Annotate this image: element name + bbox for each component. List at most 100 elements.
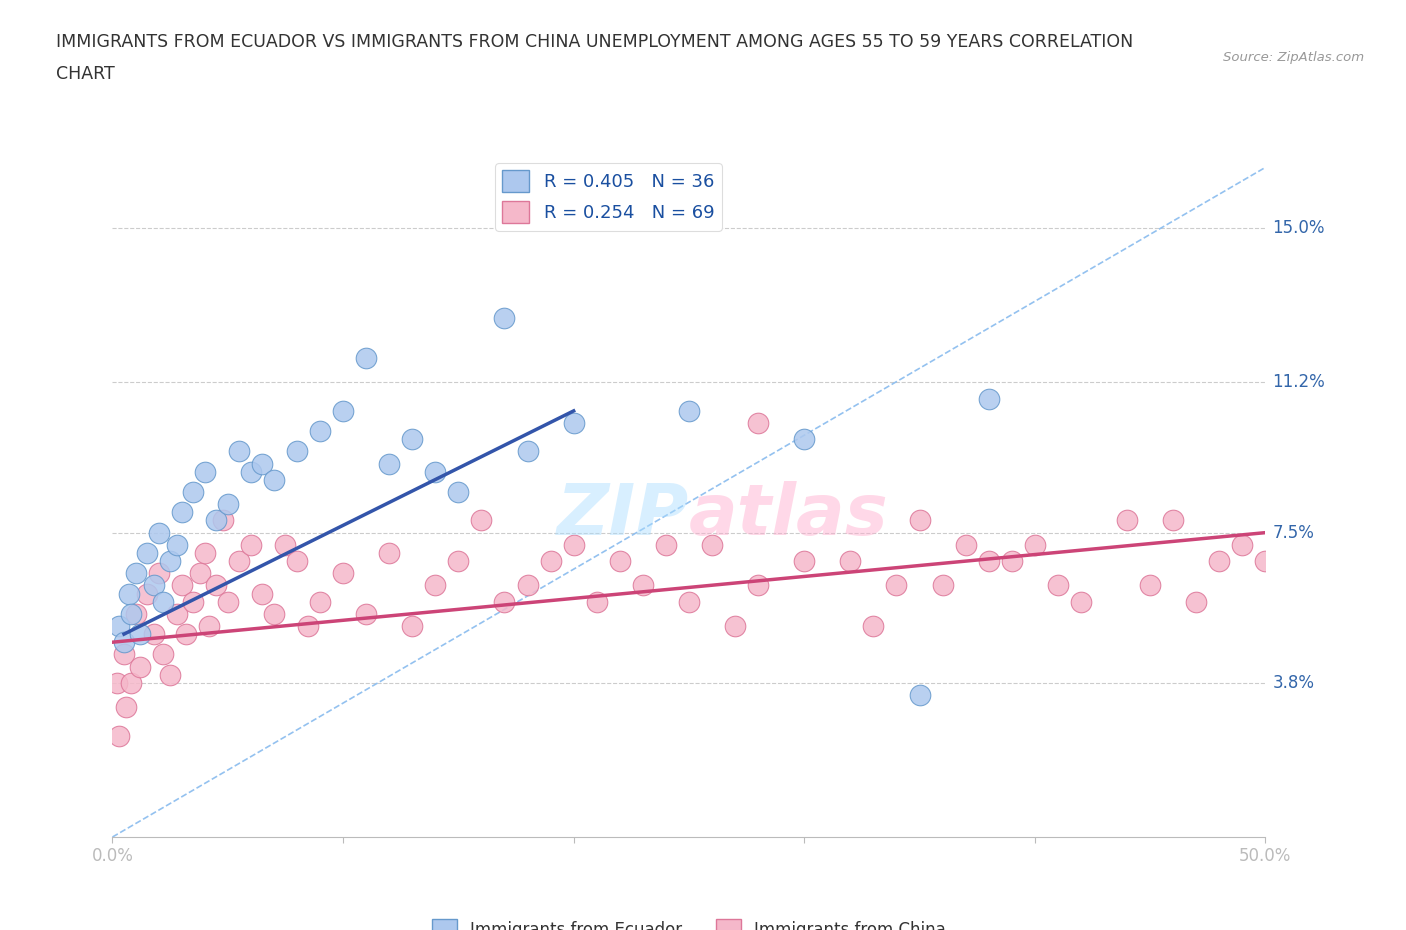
Point [332,565,354,580]
Point [516,444,538,458]
Point [655,538,678,552]
Point [148,525,170,540]
Point [174,627,197,642]
Point [170,505,193,520]
Point [129,627,152,642]
Text: 7.5%: 7.5% [1272,524,1315,541]
Point [1024,538,1046,552]
Point [105,675,128,690]
Point [425,464,447,479]
Point [124,565,146,580]
Point [148,565,170,580]
Point [470,513,492,528]
Text: CHART: CHART [56,65,115,83]
Point [239,464,262,479]
Point [839,553,862,568]
Text: 15.0%: 15.0% [1272,219,1324,237]
Legend: Immigrants from Ecuador, Immigrants from China: Immigrants from Ecuador, Immigrants from… [426,912,952,930]
Point [205,578,228,592]
Text: ZIP: ZIP [557,481,689,550]
Text: atlas: atlas [689,481,889,550]
Point [228,553,250,568]
Point [494,594,516,609]
Point [252,586,274,601]
Text: IMMIGRANTS FROM ECUADOR VS IMMIGRANTS FROM CHINA UNEMPLOYMENT AMONG AGES 55 TO 5: IMMIGRANTS FROM ECUADOR VS IMMIGRANTS FR… [56,33,1133,50]
Point [159,553,181,568]
Point [194,464,217,479]
Point [447,485,470,499]
Point [886,578,908,592]
Point [931,578,953,592]
Point [159,667,181,682]
Point [136,546,159,561]
Point [166,538,188,552]
Point [108,618,131,633]
Point [124,606,146,621]
Point [977,553,1000,568]
Point [908,687,931,702]
Point [152,647,174,662]
Point [194,546,217,561]
Point [1232,538,1254,552]
Point [425,578,447,592]
Point [263,472,285,487]
Point [678,404,700,418]
Point [332,404,354,418]
Text: 11.2%: 11.2% [1272,374,1326,392]
Point [212,513,235,528]
Text: Source: ZipAtlas.com: Source: ZipAtlas.com [1223,51,1364,64]
Point [747,578,769,592]
Point [447,553,470,568]
Point [1139,578,1161,592]
Point [354,351,377,365]
Point [609,553,631,568]
Point [562,538,585,552]
Point [117,586,139,601]
Point [309,594,332,609]
Point [228,444,250,458]
Point [862,618,884,633]
Point [747,416,769,431]
Point [263,606,285,621]
Point [129,659,152,674]
Point [540,553,562,568]
Point [188,565,211,580]
Point [297,618,319,633]
Point [631,578,654,592]
Point [1070,594,1092,609]
Point [1116,513,1139,528]
Point [274,538,297,552]
Point [217,497,239,512]
Point [1185,594,1208,609]
Point [724,618,747,633]
Point [494,310,516,325]
Point [1208,553,1230,568]
Point [181,485,204,499]
Point [239,538,262,552]
Point [143,627,166,642]
Point [678,594,700,609]
Point [205,513,228,528]
Point [285,444,308,458]
Point [378,457,401,472]
Point [401,618,423,633]
Point [908,513,931,528]
Point [112,647,135,662]
Point [354,606,377,621]
Point [1046,578,1069,592]
Point [562,416,585,431]
Point [977,392,1000,406]
Point [112,635,135,650]
Text: 3.8%: 3.8% [1272,674,1315,692]
Point [700,538,723,552]
Point [143,578,166,592]
Point [166,606,188,621]
Point [401,432,423,446]
Point [115,699,138,714]
Point [1001,553,1024,568]
Point [1161,513,1184,528]
Point [252,457,274,472]
Point [585,594,607,609]
Point [793,553,815,568]
Point [793,432,815,446]
